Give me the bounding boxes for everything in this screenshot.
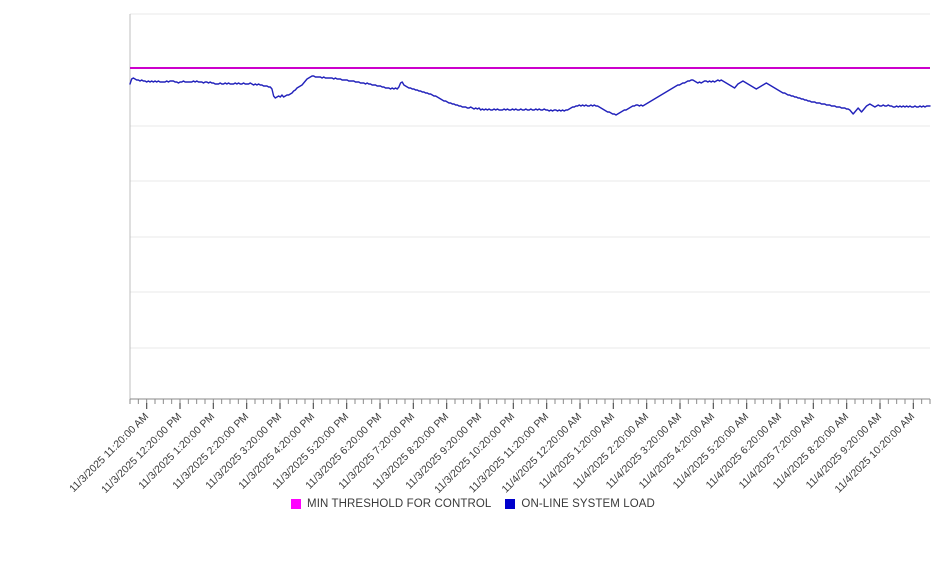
legend-label-on-line-system-load: ON-LINE SYSTEM LOAD (521, 498, 655, 510)
chart-legend: MIN THRESHOLD FOR CONTROL ON-LINE SYSTEM… (0, 498, 946, 510)
line-chart: 11/3/2025 11:20:00 AM 11/3/2025 12:20:00 … (0, 13, 946, 510)
legend-swatch-magenta (291, 499, 302, 509)
legend-item-min-threshold-for-control[interactable]: MIN THRESHOLD FOR CONTROL (291, 498, 491, 510)
legend-label-min-threshold-for-control: MIN THRESHOLD FOR CONTROL (307, 498, 492, 510)
gridlines (130, 13, 930, 349)
x-axis-ticks (129, 399, 931, 409)
chart-plot-area (129, 13, 931, 409)
legend-swatch-blue (505, 499, 516, 509)
series-on-line-system-load (129, 75, 931, 116)
legend-item-on-line-system-load[interactable]: ON-LINE SYSTEM LOAD (505, 498, 655, 510)
